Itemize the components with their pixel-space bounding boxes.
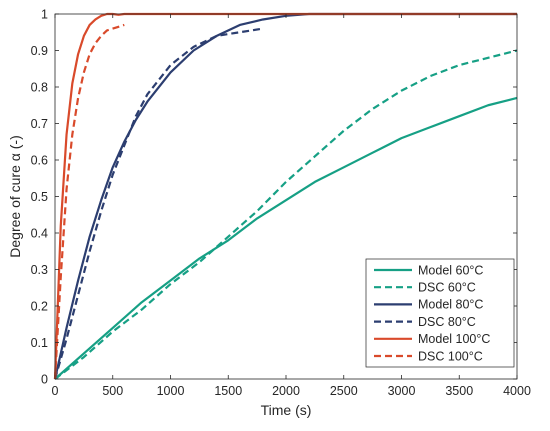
y-tick-label: 0.4: [31, 227, 48, 241]
x-tick-label: 3000: [388, 384, 416, 398]
y-tick-label: 0.9: [31, 44, 48, 58]
legend-label-4: DSC 80°C: [418, 315, 476, 329]
x-axis-label: Time (s): [261, 402, 312, 418]
series-line-1: [54, 96, 518, 380]
series-line-4: [53, 27, 264, 380]
y-axis-label: Degree of cure α (-): [7, 135, 23, 257]
legend: Model 60°C DSC 60°C Model 80°C DSC 80°C Mode…: [365, 258, 515, 368]
x-tick-label: 2000: [272, 384, 300, 398]
y-tick-label: 0.2: [31, 300, 48, 314]
legend-label-3: Model 80°C: [418, 298, 483, 312]
y-tick-label: 0.3: [31, 263, 48, 277]
y-tick-label: 0.1: [31, 336, 48, 350]
legend-label-2: DSC 60°C: [418, 281, 476, 295]
x-tick-label: 4000: [503, 384, 531, 398]
y-tick-label: 0.8: [31, 81, 48, 95]
y-tick-label: 0.7: [31, 117, 48, 131]
legend-label-5: Model 100°C: [418, 332, 490, 346]
legend-label-6: DSC 100°C: [418, 349, 483, 363]
y-tick-label: 0.6: [31, 154, 48, 168]
y-tick-label: 0: [41, 373, 48, 387]
legend-box: [365, 258, 515, 368]
x-tick-label: 1000: [157, 384, 185, 398]
x-tick-label: 3500: [445, 384, 473, 398]
y-tick-label: 1: [41, 8, 48, 22]
ticks-layer: 0 500 1000 1500 2000 2500 3000 3500 4000 0 0.1 0.2 0…: [31, 8, 531, 399]
x-tick-label: 2500: [330, 384, 358, 398]
series-line-6: [53, 23, 125, 380]
y-tick-label: 0.5: [31, 190, 48, 204]
x-tick-label: 1500: [214, 384, 242, 398]
x-tick-label: 500: [102, 384, 123, 398]
legend-label-1: Model 60°C: [418, 263, 483, 277]
x-tick-label: 0: [52, 384, 59, 398]
